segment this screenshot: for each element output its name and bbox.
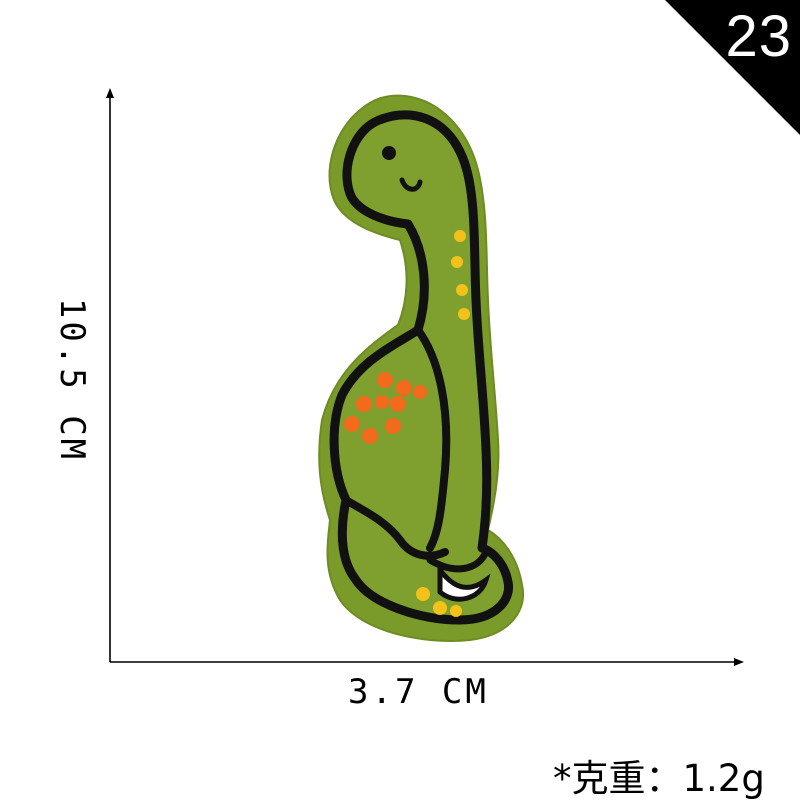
yellow-dot xyxy=(454,230,466,242)
orange-spot xyxy=(385,418,401,434)
orange-spot xyxy=(390,396,406,412)
item-number: 23 xyxy=(725,4,792,69)
orange-spot xyxy=(344,416,360,432)
orange-spot xyxy=(377,372,393,388)
orange-spot xyxy=(356,396,372,412)
yellow-dot xyxy=(433,601,447,615)
dimension-axes xyxy=(106,88,744,666)
tail-yellow-dots xyxy=(416,587,462,617)
yellow-dot xyxy=(456,284,468,296)
dino-smile xyxy=(399,177,423,192)
body-orange-spots xyxy=(344,372,427,444)
dino-tail-line xyxy=(426,548,490,573)
yellow-dot xyxy=(458,308,470,320)
yellow-dot xyxy=(451,256,463,268)
dino-back-leg-line xyxy=(342,496,449,560)
weight-label: *克重：1.2g xyxy=(553,757,765,800)
horizontal-axis-arrowhead xyxy=(734,658,744,666)
dino-outline xyxy=(329,110,514,625)
width-dimension-label: 3.7 CM xyxy=(348,672,489,712)
corner-triangle xyxy=(665,0,800,135)
yellow-dot xyxy=(416,587,430,601)
corner-badge xyxy=(665,0,800,135)
orange-spot xyxy=(413,385,427,399)
height-dimension-label: 10.5 CM xyxy=(52,297,92,463)
orange-spot xyxy=(396,380,412,396)
dino-eye xyxy=(382,146,396,160)
yellow-dot xyxy=(450,605,462,617)
dino-tail-gap xyxy=(437,562,491,602)
orange-spot xyxy=(362,428,378,444)
neck-yellow-dots xyxy=(451,230,470,320)
orange-spot xyxy=(375,395,389,409)
vertical-axis-arrowhead xyxy=(106,88,114,98)
dino-leg-line xyxy=(414,326,451,552)
dinosaur-patch xyxy=(318,94,525,642)
